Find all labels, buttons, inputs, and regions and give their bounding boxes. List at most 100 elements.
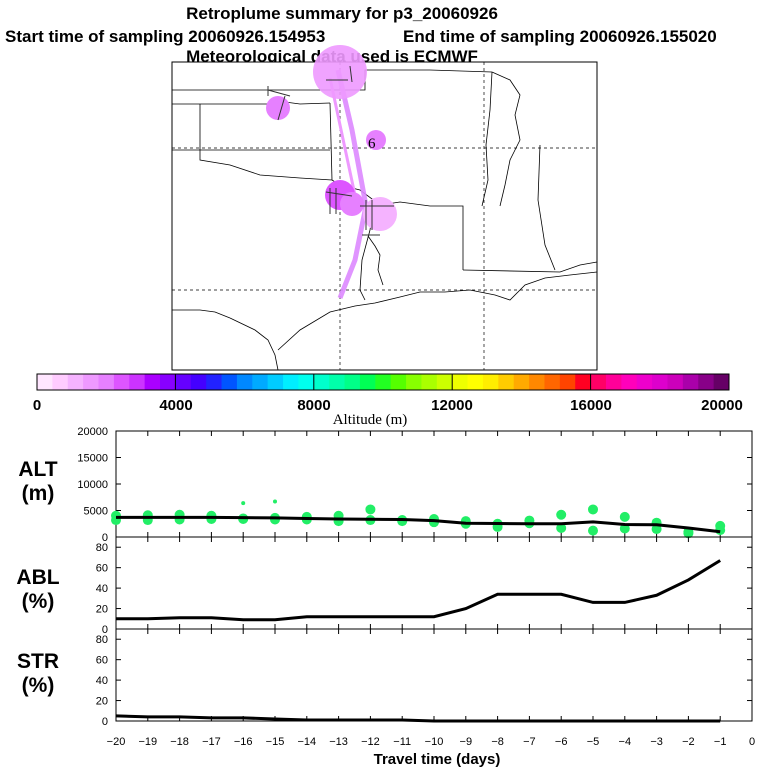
y-tick-label: 0 [102,624,108,636]
x-tick-label: −1 [714,736,727,748]
colorbar-swatch [98,374,115,390]
altitude-point [556,509,567,520]
colorbar-swatch [682,374,699,390]
colorbar-tick-16000: 16000 [570,397,612,414]
colorbar-swatch [221,374,238,390]
y-tick-label: 0 [102,532,108,544]
y-tick-label: 40 [96,583,108,595]
map-boundaries [172,69,598,319]
altitude-mean-line [116,515,721,534]
colorbar [36,373,730,391]
altitude-point [683,528,694,539]
colorbar-swatch [344,374,361,390]
colorbar-swatch [144,374,161,390]
x-tick-label: −2 [682,736,695,748]
altitude-point [715,520,726,531]
altitude-point [556,522,567,533]
x-tick-label: −19 [138,736,157,748]
x-tick-label: −11 [393,736,411,748]
colorbar-tick-0: 0 [33,397,41,414]
colorbar-tick-12000: 12000 [431,397,473,414]
colorbar-swatch [329,374,346,390]
map-marker-6: 6 [368,136,376,152]
colorbar-swatch [52,374,69,390]
coastline [229,271,598,371]
colorbar-label: Altitude (m) [333,412,408,428]
colorbar-swatch [590,374,607,390]
x-tick-label: −10 [425,736,444,748]
colorbar-swatch [467,374,484,390]
colorbar-swatch [559,374,576,390]
colorbar-swatch [359,374,376,390]
colorbar-ticks: 0 4000 8000 12000 16000 20000 [33,397,743,414]
colorbar-swatch [283,374,299,390]
colorbar-swatch [67,374,84,390]
colorbar-swatch [636,374,653,390]
x-tick-label: −18 [170,736,189,748]
colorbar-swatch [37,374,53,390]
colorbar-swatch [621,374,638,390]
panel-frame [115,628,753,722]
y-tick-label: 0 [102,716,108,728]
colorbar-swatch [298,374,315,390]
colorbar-tick-20000: 20000 [701,397,743,414]
map-gridlines [172,62,597,370]
x-tick-label: −14 [297,736,316,748]
abl-series-line [116,559,721,622]
y-tick-label: 80 [96,634,108,646]
x-axis-label: Travel time (days) [374,751,501,768]
str-panel-label-2: (%) [22,674,55,697]
colorbar-swatch [313,374,330,390]
altitude-point [301,511,312,522]
altitude-point [588,504,598,515]
colorbar-swatch [113,374,130,390]
x-tick-label: −3 [650,736,663,748]
abl-panel-label-1: ABL [16,566,59,589]
colorbar-swatch [713,374,730,390]
colorbar-swatch [129,374,146,390]
x-tick-label: −17 [202,736,221,748]
str-series-line [115,714,721,723]
title-end-time: End time of sampling 20060926.155020 [403,27,717,46]
title-line1: Retroplume summary for p3_20060926 [186,4,498,23]
altitude-point [273,499,277,504]
y-tick-label: 20000 [77,426,108,438]
colorbar-swatch [529,374,545,390]
x-tick-label: −6 [555,736,568,748]
colorbar-swatch [236,374,253,390]
y-tick-label: 5000 [84,506,108,518]
x-tick-label: −13 [329,736,348,748]
map: 6 [171,45,598,371]
y-tick-label: 40 [96,675,108,687]
colorbar-swatch [175,374,192,390]
altitude-point [270,514,280,525]
x-tick-label: −8 [491,736,504,748]
colorbar-swatch [83,374,100,390]
x-tick-label: −5 [587,736,600,748]
colorbar-swatch [452,374,469,390]
colorbar-swatch [482,374,499,390]
x-axis-ticks: −20 −19 −18 −17 −16 −15 −14 −13 −12 −11 −10 −9 −8 −7−… [107,736,755,748]
colorbar-swatch [575,374,592,390]
colorbar-swatch [652,374,668,390]
colorbar-swatch [498,374,515,390]
colorbar-swatch [513,374,530,390]
colorbar-tick-8000: 8000 [297,397,330,414]
y-tick-label: 15000 [77,453,108,465]
colorbar-swatch [406,374,422,390]
alt-panel-label-2: (m) [22,482,55,505]
x-tick-label: −20 [107,736,126,748]
altitude-point [241,501,246,506]
colorbar-swatch [390,374,407,390]
x-tick-label: −7 [523,736,536,748]
colorbar-swatch [206,374,223,390]
colorbar-swatch [190,374,207,390]
colorbar-tick-4000: 4000 [159,397,192,414]
y-tick-label: 80 [96,542,108,554]
x-tick-label: 0 [749,736,755,748]
x-tick-label: −9 [460,736,473,748]
str-panel-label-1: STR [17,650,59,673]
colorbar-swatch [698,374,715,390]
abl-panel: 0 20 40 60 80 [96,536,753,636]
